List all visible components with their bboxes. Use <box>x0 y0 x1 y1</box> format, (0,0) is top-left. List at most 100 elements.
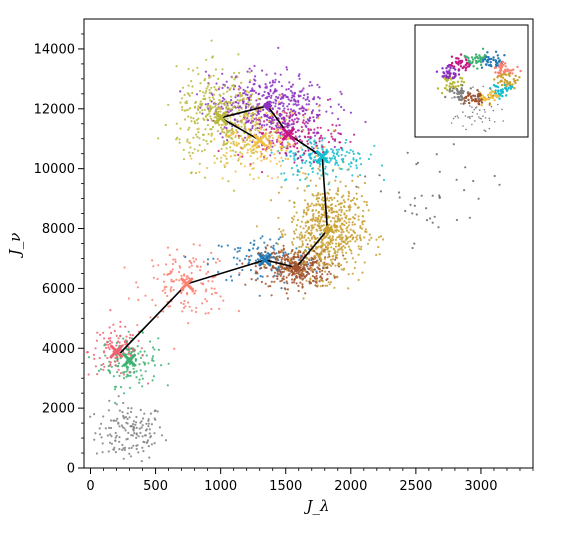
centroid-marker <box>253 133 267 147</box>
data-point <box>241 152 244 156</box>
data-point <box>314 251 317 254</box>
data-point <box>212 93 216 96</box>
data-point <box>187 322 190 325</box>
data-point <box>333 224 336 227</box>
data-point <box>275 162 279 165</box>
data-point <box>265 157 269 160</box>
data-point <box>282 275 285 278</box>
data-point <box>260 124 264 127</box>
data-point <box>279 146 282 149</box>
data-point <box>281 97 284 100</box>
data-point <box>328 263 331 266</box>
data-point <box>359 226 362 229</box>
data-point <box>169 290 172 293</box>
data-point <box>333 276 336 279</box>
data-point <box>233 248 236 251</box>
data-point <box>246 115 249 118</box>
data-point <box>277 107 280 110</box>
data-point <box>314 216 318 220</box>
data-point <box>345 242 348 245</box>
data-point <box>103 337 106 340</box>
centroid-marker <box>123 353 137 367</box>
data-point <box>318 264 321 267</box>
data-point <box>377 245 380 249</box>
data-point <box>287 269 291 272</box>
data-point <box>302 129 305 132</box>
data-point <box>349 228 352 231</box>
data-point <box>226 129 229 132</box>
data-point <box>292 120 295 123</box>
data-point <box>273 252 276 255</box>
inset-point <box>492 83 496 87</box>
data-point <box>341 251 344 254</box>
data-point <box>221 96 225 100</box>
data-point <box>260 128 263 131</box>
data-point <box>109 364 112 367</box>
data-point <box>132 444 135 447</box>
data-point <box>98 427 101 430</box>
data-point <box>322 242 325 245</box>
data-point <box>435 153 438 156</box>
data-point <box>281 117 284 120</box>
data-point <box>198 89 202 93</box>
data-point <box>296 120 299 123</box>
data-point <box>339 180 342 183</box>
data-point <box>369 153 372 156</box>
data-point <box>296 218 300 222</box>
data-point <box>193 105 196 108</box>
data-point <box>108 371 112 375</box>
data-point <box>308 280 311 283</box>
data-point <box>328 161 331 164</box>
data-point <box>254 127 257 130</box>
inset-point <box>492 56 495 59</box>
data-point <box>135 376 138 379</box>
data-point <box>310 224 313 227</box>
data-point <box>328 243 331 246</box>
data-point <box>278 264 281 267</box>
data-point <box>361 221 364 224</box>
inset-point <box>473 56 477 60</box>
inset-point <box>514 74 517 78</box>
data-point <box>298 274 302 277</box>
data-point <box>318 203 321 206</box>
data-point <box>201 133 205 136</box>
data-point <box>255 271 258 274</box>
data-point <box>114 364 117 367</box>
data-point <box>289 89 292 92</box>
data-point <box>302 107 305 110</box>
data-point <box>287 98 290 101</box>
data-point <box>409 203 412 206</box>
data-point <box>198 244 201 247</box>
data-point <box>340 167 343 170</box>
inset-point <box>459 62 462 65</box>
data-point <box>305 109 308 112</box>
data-point <box>248 81 251 84</box>
inset-point <box>463 65 466 68</box>
data-point <box>415 213 418 216</box>
data-point <box>336 200 339 203</box>
data-point <box>213 86 216 89</box>
data-point <box>308 99 311 103</box>
data-point <box>127 366 130 369</box>
data-point <box>273 144 276 147</box>
data-point <box>279 134 282 137</box>
data-point <box>277 46 280 50</box>
data-point <box>288 124 291 127</box>
data-point <box>309 164 312 167</box>
inset-point <box>498 59 502 62</box>
data-point <box>334 245 338 248</box>
data-point <box>411 212 414 215</box>
data-point <box>289 155 292 158</box>
data-point <box>324 167 327 170</box>
data-point <box>210 293 213 296</box>
data-point <box>335 224 338 227</box>
data-point <box>315 253 318 256</box>
data-point <box>455 178 458 181</box>
data-point <box>127 297 130 300</box>
data-point <box>300 146 303 149</box>
data-point <box>252 162 255 165</box>
data-point <box>276 243 279 246</box>
data-point <box>130 434 133 437</box>
data-point <box>257 109 260 113</box>
data-point <box>309 128 312 131</box>
